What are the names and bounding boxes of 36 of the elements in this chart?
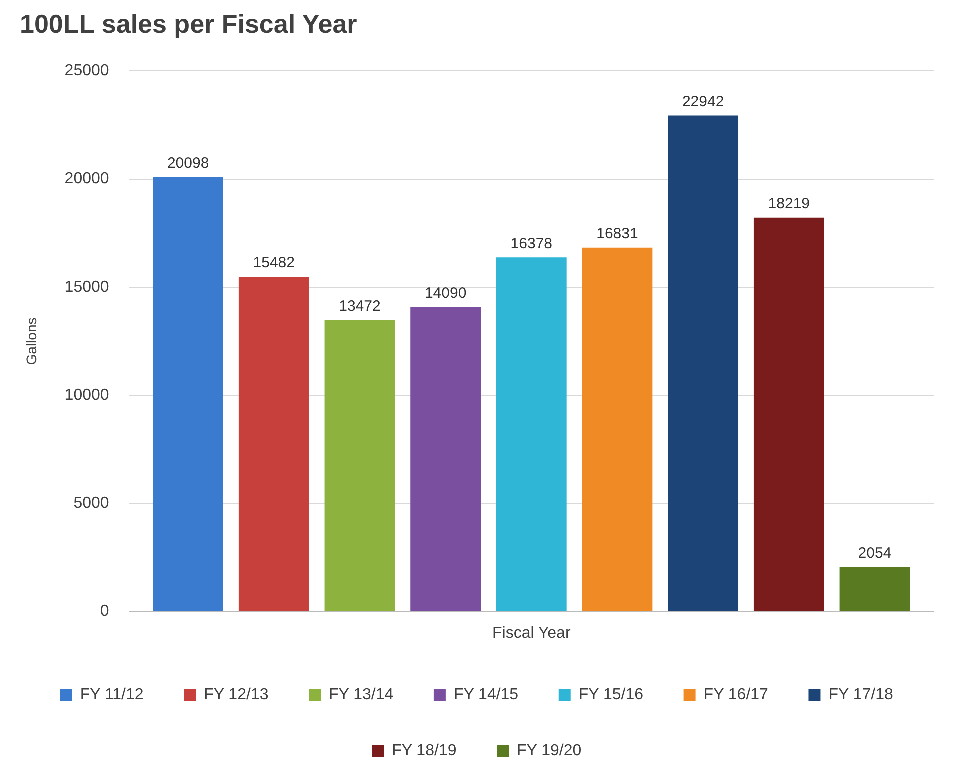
data-label: 18219 — [768, 195, 810, 212]
legend-label: FY 16/17 — [704, 686, 769, 704]
bar — [840, 567, 910, 612]
y-axis-title: Gallons — [23, 318, 40, 366]
bar — [754, 218, 824, 612]
x-axis-title: Fiscal Year — [492, 624, 572, 642]
data-label: 22942 — [682, 93, 724, 110]
data-label: 2054 — [858, 545, 892, 562]
chart-title: 100LL sales per Fiscal Year — [20, 8, 358, 39]
data-label: 15482 — [253, 254, 295, 272]
legend-label: FY 17/18 — [828, 686, 894, 704]
data-label: 16378 — [510, 235, 553, 252]
bar — [410, 307, 482, 612]
legend-label: FY 19/20 — [517, 742, 582, 760]
bar — [668, 116, 739, 612]
legend-label: FY 14/15 — [454, 686, 519, 704]
bar — [582, 248, 653, 612]
data-label: 13472 — [339, 298, 381, 316]
data-label: 20098 — [167, 154, 210, 172]
bar — [153, 177, 224, 612]
y-tick-label: 20000 — [64, 170, 110, 188]
bar — [496, 258, 567, 612]
bar — [324, 320, 396, 612]
data-label: 16831 — [596, 225, 638, 242]
y-tick-label: 10000 — [64, 386, 110, 404]
data-label: 14090 — [424, 284, 467, 302]
legend-label: FY 15/16 — [578, 686, 644, 704]
legend-label: FY 13/14 — [329, 686, 394, 704]
y-tick-label: 15000 — [64, 278, 110, 296]
legend-label: FY 18/19 — [392, 742, 457, 760]
legend-label: FY 11/12 — [80, 686, 144, 704]
y-tick-label: 0 — [100, 603, 110, 620]
y-tick-label: 5000 — [74, 495, 110, 512]
legend-label: FY 12/13 — [204, 686, 269, 704]
y-tick-label: 25000 — [64, 62, 110, 80]
bar — [238, 277, 310, 612]
